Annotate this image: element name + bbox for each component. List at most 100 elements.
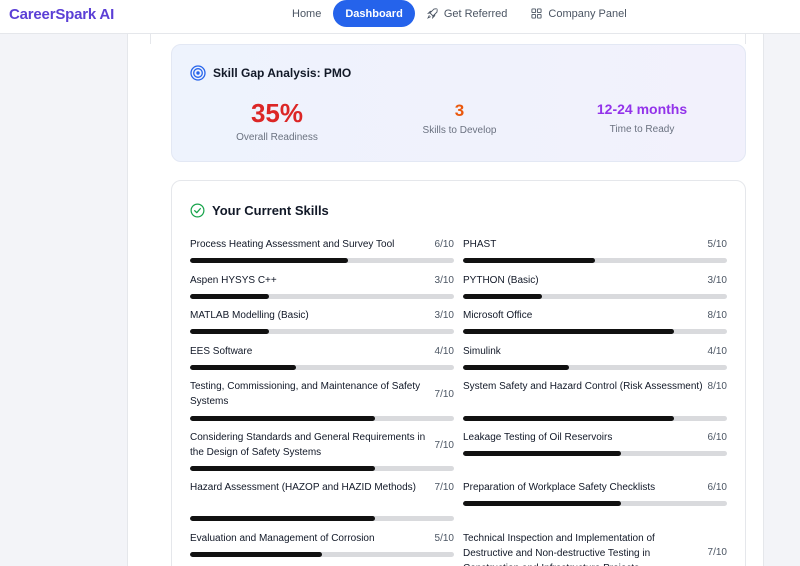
skill-progress-bar [190,516,454,521]
right-gutter [764,34,800,566]
skill-item: Process Heating Assessment and Survey To… [190,237,454,263]
divider [745,34,746,44]
skills-to-develop-metric: 3 Skills to Develop [407,102,512,136]
skills-to-develop-value: 3 [454,101,465,120]
skill-name: PHAST [463,239,497,250]
skill-progress-bar [463,294,727,299]
skill-name: Evaluation and Management of Corrosion [190,533,375,544]
skill-progress-bar [190,258,454,263]
skill-progress-bar [190,329,454,334]
skill-item: Aspen HYSYS C++ 3/10 [190,273,454,299]
target-icon [190,65,206,81]
skill-item: System Safety and Hazard Control (Risk A… [463,379,727,421]
skill-item: MATLAB Modelling (Basic) 3/10 [190,308,454,334]
skill-name: MATLAB Modelling (Basic) [190,310,309,321]
skill-gap-card: Skill Gap Analysis: PMO 35% Overall Read… [171,44,746,162]
skill-progress-bar [463,451,727,456]
skill-item: PYTHON (Basic) 3/10 [463,273,727,299]
skill-item: Preparation of Workplace Safety Checklis… [463,480,727,506]
skill-progress-bar [463,258,727,263]
skill-score: 6/10 [434,239,454,250]
check-circle-icon [190,203,205,218]
time-to-ready-value: 12-24 months [596,101,688,117]
skill-score: 7/10 [707,547,727,558]
skill-progress-fill [190,552,322,557]
skill-score: 3/10 [434,310,454,321]
skill-item: Simulink 4/10 [463,344,727,370]
nav-get-referred[interactable]: Get Referred [415,0,520,27]
skill-progress-fill [463,451,622,456]
divider [150,34,151,44]
skill-name: Preparation of Workplace Safety Checklis… [463,482,656,493]
readiness-value: 35% [250,98,304,128]
skill-progress-bar [190,466,454,471]
skill-progress-fill [190,294,270,299]
skill-name: Testing, Commissioning, and Maintenance … [190,381,421,407]
skill-progress-fill [463,294,543,299]
nav-get-referred-label: Get Referred [443,7,508,20]
main-nav: Home Dashboard Get Referred Company Pane… [280,0,639,27]
skill-score: 8/10 [707,381,727,392]
skill-progress-fill [190,516,375,521]
skill-progress-fill [463,329,675,334]
skill-score: 5/10 [434,533,454,544]
skill-item: EES Software 4/10 [190,344,454,370]
skill-score: 7/10 [434,482,454,493]
skill-name: Hazard Assessment (HAZOP and HAZID Metho… [190,482,417,493]
skill-progress-bar [190,294,454,299]
skill-progress-bar [190,416,454,421]
skill-progress-fill [190,329,270,334]
grid-icon [531,8,542,19]
skill-progress-bar [190,365,454,370]
skill-progress-bar [190,552,454,557]
skill-item: Testing, Commissioning, and Maintenance … [190,379,454,421]
skill-progress-fill [463,501,622,506]
rocket-icon [426,8,438,19]
skill-progress-fill [190,416,375,421]
skill-progress-bar [463,365,727,370]
skill-progress-bar [463,416,727,421]
nav-home-label: Home [292,7,322,20]
skill-name: PYTHON (Basic) [463,275,539,286]
skill-name: EES Software [190,346,253,357]
skill-name: Process Heating Assessment and Survey To… [190,239,395,250]
skill-score: 5/10 [707,239,727,250]
skill-item: Hazard Assessment (HAZOP and HAZID Metho… [190,480,454,521]
time-to-ready-label: Time to Ready [609,124,675,135]
skill-score: 4/10 [434,346,454,357]
skill-item: Considering Standards and General Requir… [190,430,454,471]
skill-progress-fill [463,365,569,370]
skill-item: PHAST 5/10 [463,237,727,263]
skill-score: 6/10 [707,432,727,443]
skill-item: Leakage Testing of Oil Reservoirs 6/10 [463,430,727,456]
skill-name: Leakage Testing of Oil Reservoirs [463,432,613,443]
skill-progress-fill [463,416,675,421]
skill-item: Evaluation and Management of Corrosion 5… [190,531,454,557]
nav-dashboard-label: Dashboard [345,7,403,20]
skill-progress-bar [463,501,727,506]
skill-item: Microsoft Office 8/10 [463,308,727,334]
current-skills-card: Your Current Skills Process Heating Asse… [171,180,746,566]
skill-progress-fill [190,365,296,370]
skill-score: 4/10 [707,346,727,357]
skill-progress-fill [463,258,595,263]
skill-score: 3/10 [434,275,454,286]
skill-name: Simulink [463,346,501,357]
current-skills-header: Your Current Skills [190,203,329,218]
nav-company-panel[interactable]: Company Panel [519,0,638,27]
skill-item: Technical Inspection and Implementation … [463,531,727,566]
readiness-metric: 35% Overall Readiness [222,100,332,143]
skill-score: 3/10 [707,275,727,286]
skill-score: 6/10 [707,482,727,493]
nav-home[interactable]: Home [280,0,333,27]
app-logo[interactable]: CareerSpark AI [9,6,115,23]
skill-gap-title: Skill Gap Analysis: PMO [213,66,352,80]
skill-gap-header: Skill Gap Analysis: PMO [190,65,351,81]
skill-name: Technical Inspection and Implementation … [463,533,655,566]
readiness-label: Overall Readiness [236,132,318,143]
nav-dashboard[interactable]: Dashboard [333,0,415,27]
skill-name: System Safety and Hazard Control (Risk A… [463,381,703,392]
top-navbar: CareerSpark AI Home Dashboard Get Referr… [0,0,800,34]
skill-score: 8/10 [707,310,727,321]
left-gutter [0,34,128,566]
